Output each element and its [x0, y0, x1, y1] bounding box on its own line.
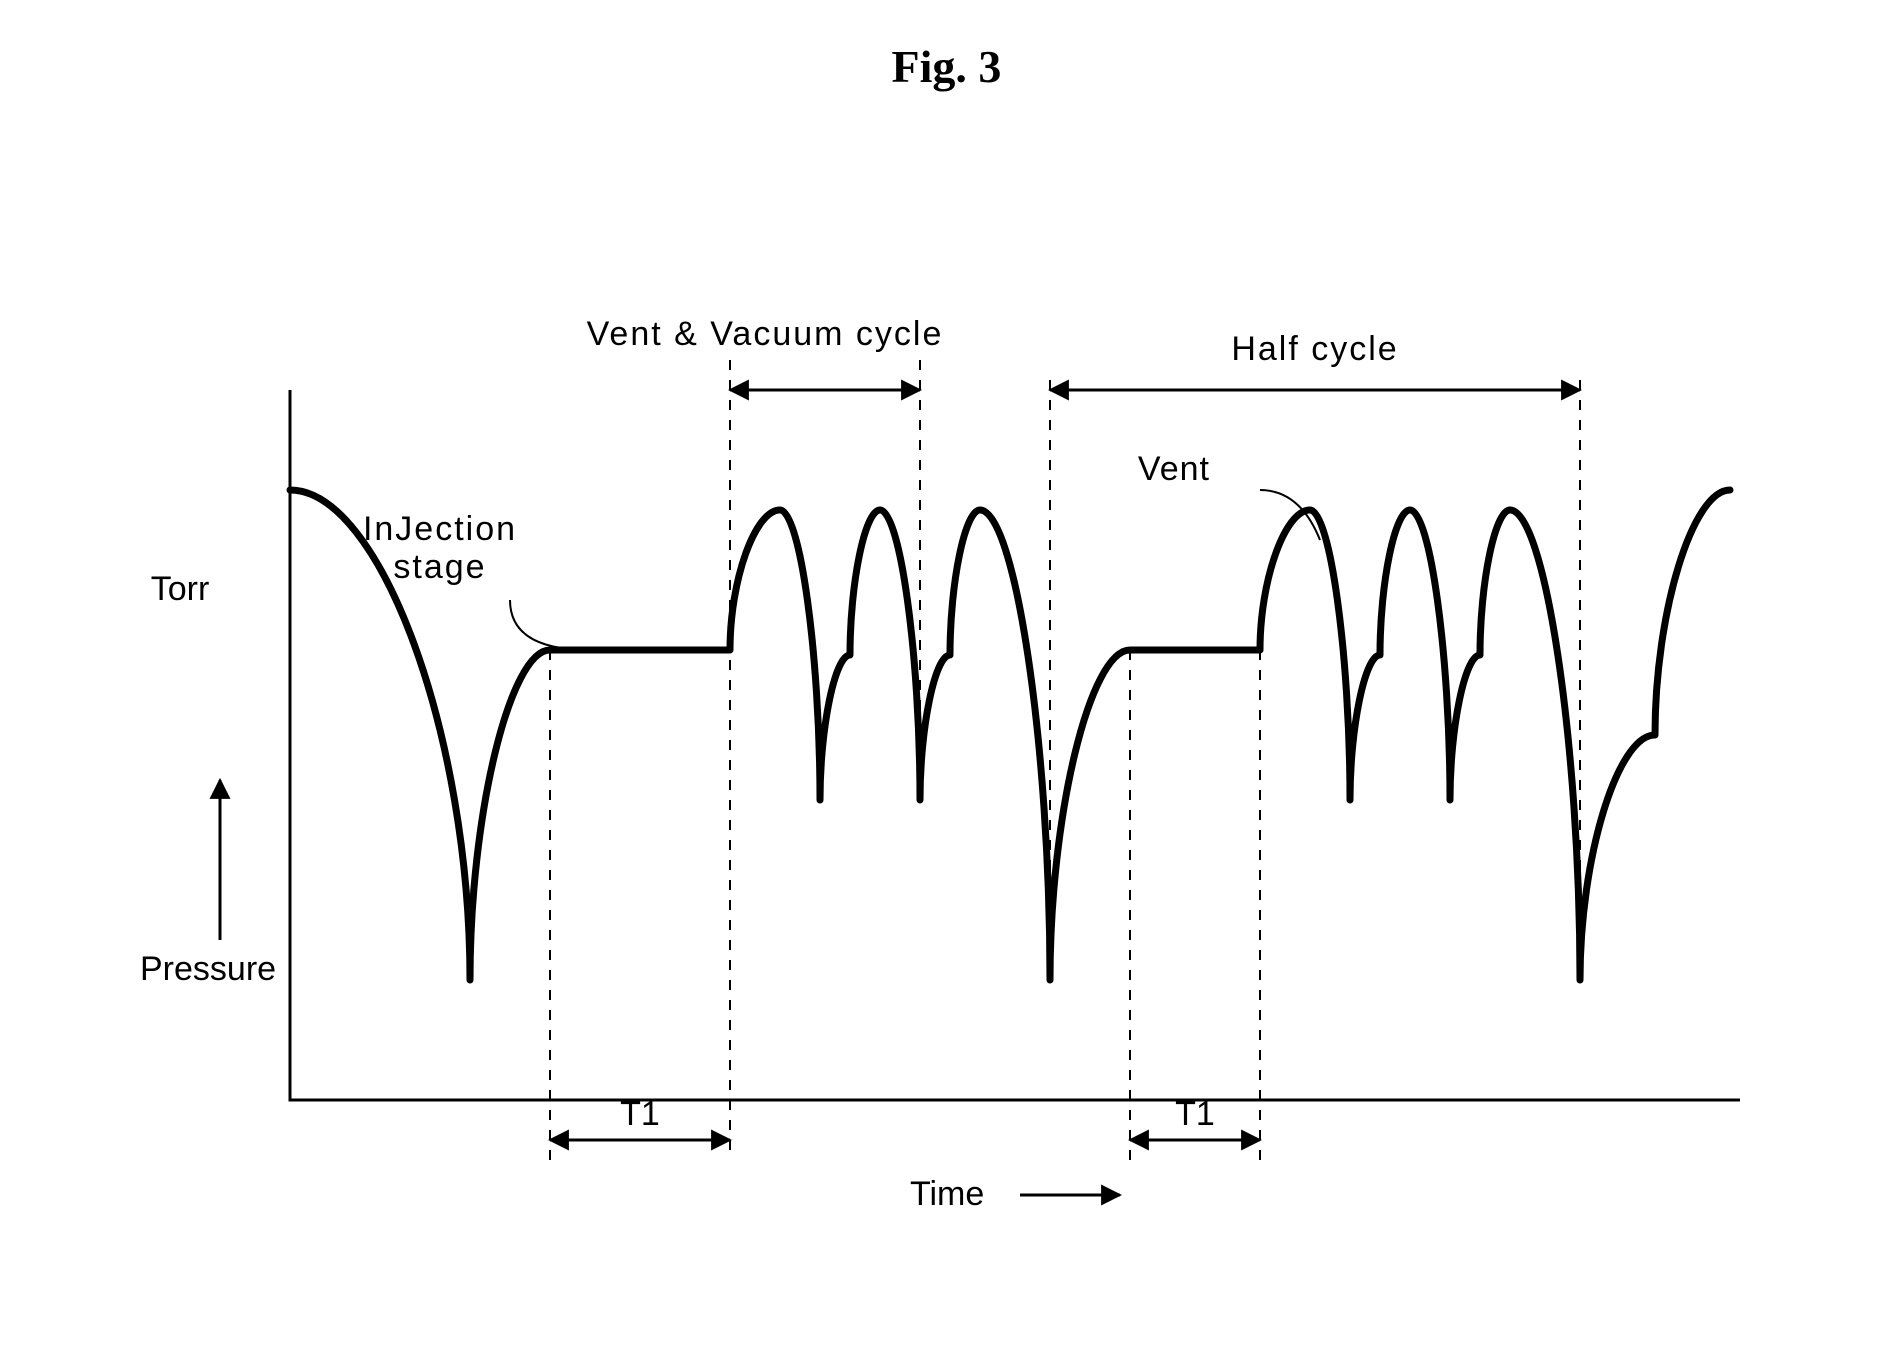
label-half-cycle: Half cycle	[1231, 330, 1398, 368]
pressure-time-diagram: Torr Pressure Time Vent & Vacuum cycle Half …	[120, 180, 1770, 1280]
page-root: Fig. 3 Torr Pressure Time Vent & Vacuum cyc…	[0, 0, 1893, 1356]
y-unit-label: Torr	[151, 570, 210, 608]
label-injection-line1: InJection	[363, 510, 517, 548]
callout-line-vent	[1260, 490, 1320, 540]
figure-title: Fig. 3	[0, 40, 1893, 93]
axes	[290, 390, 1740, 1100]
callout-line-injection	[510, 600, 590, 650]
diagram-container: Torr Pressure Time Vent & Vacuum cycle Half …	[120, 180, 1770, 1280]
x-axis-label: Time	[910, 1175, 984, 1213]
label-vent: Vent	[1138, 450, 1210, 488]
y-axis-label: Pressure	[140, 950, 276, 988]
label-vent-vacuum-cycle: Vent & Vacuum cycle	[587, 315, 944, 353]
pressure-curve	[290, 490, 1730, 980]
label-injection-line2: stage	[393, 548, 486, 586]
label-t1-a: T1	[620, 1095, 660, 1133]
label-t1-b: T1	[1175, 1095, 1215, 1133]
